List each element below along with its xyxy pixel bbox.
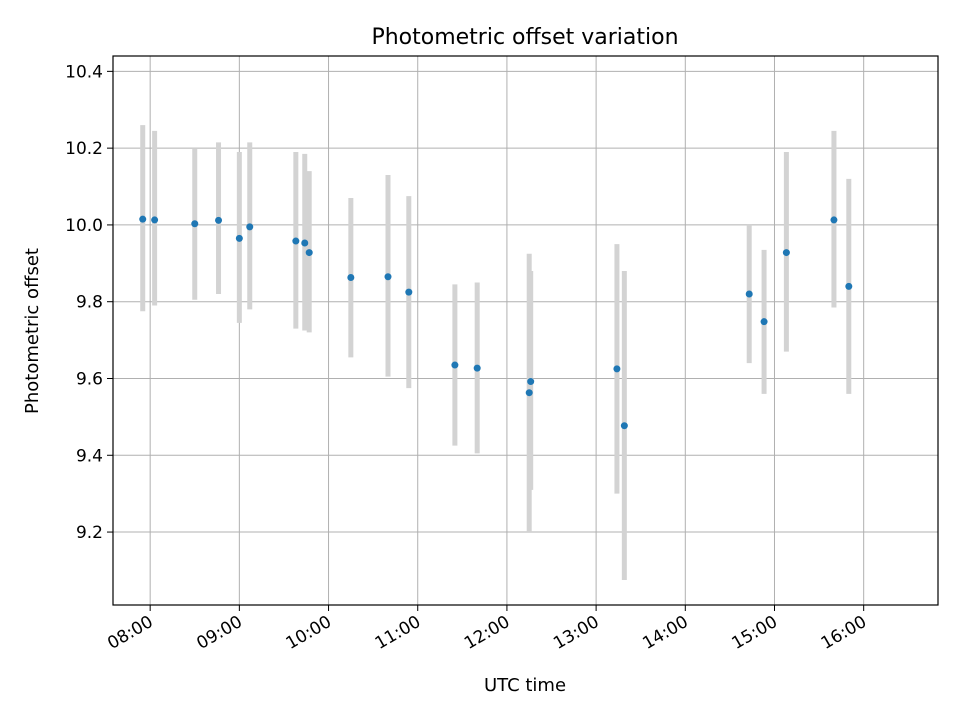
plot-frame — [112, 55, 939, 606]
data-point — [384, 273, 392, 281]
y-axis: 9.2 9.4 9.6 9.8 10.0 10.2 10.4 — [65, 62, 113, 543]
x-tick-label: 12:00 — [461, 612, 513, 654]
x-tick-label: 11:00 — [372, 612, 424, 654]
data-point — [305, 249, 313, 257]
data-point — [301, 239, 309, 247]
data-point — [347, 274, 355, 282]
data-points — [139, 215, 853, 430]
data-point — [191, 220, 199, 228]
data-point — [292, 237, 300, 245]
x-tick-label: 14:00 — [639, 612, 691, 654]
x-tick-label: 10:00 — [283, 612, 335, 654]
y-tick-label: 10.0 — [65, 216, 103, 236]
y-tick-label: 10.4 — [65, 62, 103, 82]
data-point — [845, 282, 853, 290]
data-point — [830, 216, 838, 224]
y-tick-label: 9.8 — [76, 293, 103, 313]
data-point — [451, 361, 459, 369]
data-point — [235, 234, 243, 242]
x-axis-label: UTC time — [484, 675, 566, 696]
x-tick-label: 13:00 — [550, 612, 602, 654]
grid — [113, 56, 938, 605]
data-point — [760, 318, 768, 326]
data-point — [745, 290, 753, 298]
y-axis-label: Photometric offset — [22, 248, 43, 414]
data-point — [525, 389, 533, 397]
y-tick-label: 9.2 — [76, 523, 103, 543]
plot-background — [113, 56, 938, 605]
data-point — [215, 216, 223, 224]
y-tick-label: 9.6 — [76, 369, 103, 389]
x-tick-label: 08:00 — [104, 612, 156, 654]
x-tick-label: 09:00 — [193, 612, 245, 654]
data-point — [613, 365, 621, 373]
data-point — [139, 215, 147, 223]
data-point — [405, 288, 413, 296]
data-point — [782, 249, 790, 257]
data-point — [473, 364, 481, 372]
x-tick-label: 16:00 — [818, 612, 870, 654]
x-tick-label: 15:00 — [729, 612, 781, 654]
data-point — [620, 422, 628, 430]
y-tick-label: 10.2 — [65, 139, 103, 159]
data-point — [151, 216, 159, 224]
data-point — [246, 223, 254, 231]
chart-title: Photometric offset variation — [371, 25, 678, 50]
y-tick-label: 9.4 — [76, 446, 103, 466]
data-point — [527, 378, 535, 386]
x-axis: 08:00 09:00 10:00 11:00 12:00 13:00 14:00 15:00… — [104, 605, 870, 654]
